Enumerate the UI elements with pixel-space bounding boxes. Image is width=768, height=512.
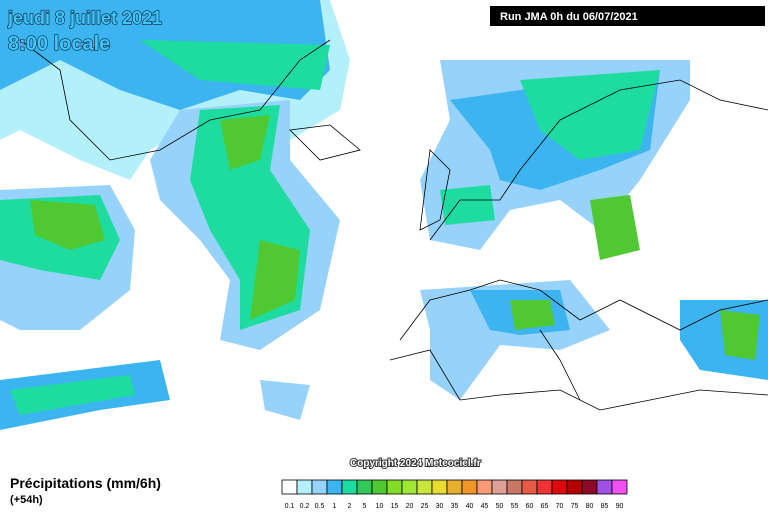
legend-swatch <box>551 479 568 495</box>
legend-swatch <box>476 479 493 495</box>
legend-label: 45 <box>481 503 489 510</box>
legend-label: 40 <box>466 503 474 510</box>
precipitation <box>0 0 768 430</box>
legend-label: 0.5 <box>315 503 325 510</box>
run: Run JMA 0h du 06/07/2021 <box>500 11 638 23</box>
legend-swatch <box>596 479 613 495</box>
legend-label: 20 <box>406 503 414 510</box>
legend-swatch <box>521 479 538 495</box>
legend-label: 2 <box>348 503 352 510</box>
legend-label: 1 <box>333 503 337 510</box>
legend-swatch <box>311 479 328 495</box>
legend-label: 15 <box>391 503 399 510</box>
legend-swatch <box>611 479 628 495</box>
legend-label: 85 <box>601 503 609 510</box>
time: 8:00 locale <box>8 33 110 55</box>
legend-label: 0.1 <box>285 503 295 510</box>
legend-label: 0.2 <box>300 503 310 510</box>
legend-label: 75 <box>571 503 579 510</box>
legend-swatch <box>431 479 448 495</box>
run-box <box>490 6 765 26</box>
legend-swatch <box>491 479 508 495</box>
copyright: Copyright 2024 Meteociel.fr <box>350 458 481 469</box>
legend-swatch <box>326 479 343 495</box>
legend-label: 10 <box>376 503 384 510</box>
legend-swatch <box>386 479 403 495</box>
legend-swatch <box>341 479 358 495</box>
legend-title: Précipitations (mm/6h) <box>10 475 161 491</box>
legend-swatch <box>371 479 388 495</box>
legend-swatch <box>401 479 418 495</box>
legend-label: 60 <box>526 503 534 510</box>
legend-swatch <box>446 479 463 495</box>
date: jeudi 8 juillet 2021 <box>7 8 162 28</box>
legend-label: 55 <box>511 503 519 510</box>
legend-swatch <box>581 479 598 495</box>
legend-label: 25 <box>421 503 429 510</box>
legend-label: 65 <box>541 503 549 510</box>
legend-swatch <box>536 479 553 495</box>
legend: 0.1 0.2 0.5 1 2 5 10 15 20 25 30 35 40 45 50 55 60 65 70 75… <box>281 479 628 510</box>
lead-time: (+54h) <box>10 494 43 506</box>
legend-swatch <box>281 479 298 495</box>
legend-label: 30 <box>436 503 444 510</box>
legend-swatch <box>566 479 583 495</box>
legend-label: 80 <box>586 503 594 510</box>
legend-label: 50 <box>496 503 504 510</box>
legend-swatch <box>416 479 433 495</box>
legend-label: 90 <box>616 503 624 510</box>
coastlines <box>19 39 768 411</box>
legend-label: 35 <box>451 503 459 510</box>
legend-label: 5 <box>363 503 367 510</box>
legend-label: 70 <box>556 503 564 510</box>
legend-swatch <box>296 479 313 495</box>
legend-swatch <box>356 479 373 495</box>
legend-swatch <box>506 479 523 495</box>
legend-swatch <box>461 479 478 495</box>
